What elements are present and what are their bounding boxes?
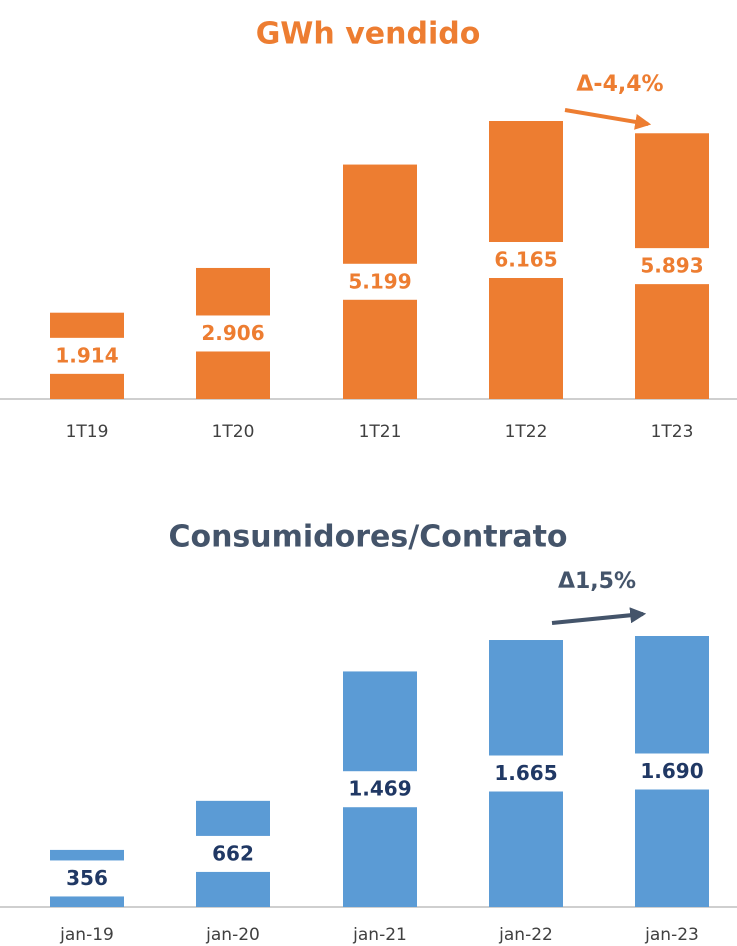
x-tick-label: 1T22 [505, 422, 548, 442]
value-label: 1.469 [348, 777, 411, 801]
value-label: 1.665 [494, 761, 557, 785]
annotation: Δ-4,4% [576, 72, 663, 97]
value-label-box [50, 337, 124, 374]
value-label: 5.199 [348, 269, 411, 293]
value-label-box [50, 860, 124, 897]
x-tick-label: jan-21 [352, 925, 407, 945]
x-tick-label: jan-19 [59, 925, 114, 945]
value-label: 1.914 [55, 343, 118, 367]
value-label-box [343, 771, 417, 808]
value-label-box [635, 753, 709, 790]
value-label: 662 [212, 841, 254, 865]
x-tick-label: jan-23 [644, 925, 699, 945]
trend-arrow [564, 108, 652, 130]
x-tick-label: jan-20 [205, 925, 260, 945]
x-tick-label: 1T20 [212, 422, 255, 442]
chart-title: Consumidores/Contrato [168, 520, 567, 555]
value-label-box [196, 835, 270, 872]
value-label: 6.165 [494, 248, 557, 272]
value-label-box [489, 242, 563, 278]
x-tick-label: 1T19 [66, 422, 109, 442]
value-label-box [635, 248, 709, 285]
value-label: 5.893 [640, 254, 703, 278]
value-label: 1.690 [640, 759, 703, 783]
value-label-box [343, 263, 417, 300]
value-label: 2.906 [201, 321, 264, 345]
x-tick-label: 1T21 [359, 422, 402, 442]
value-label-box [489, 755, 563, 792]
x-tick-label: 1T23 [651, 422, 694, 442]
chart-title: GWh vendido [256, 17, 481, 52]
x-tick-label: jan-22 [498, 925, 553, 945]
trend-arrow [551, 607, 647, 625]
value-label: 356 [66, 866, 108, 890]
value-label-box [196, 315, 270, 352]
annotation: Δ1,5% [558, 569, 636, 594]
